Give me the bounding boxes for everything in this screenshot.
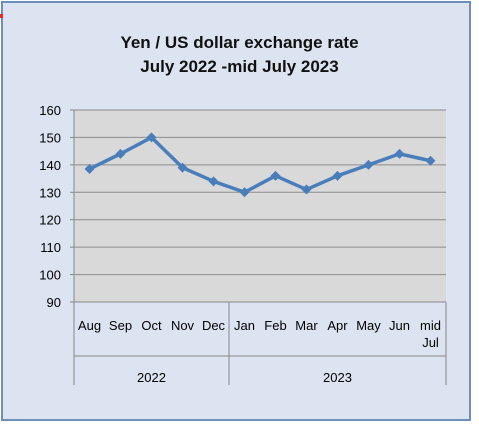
x-tick-label: May [356, 318, 381, 333]
data-point [84, 163, 95, 174]
x-tick-label: Feb [264, 318, 286, 333]
series-line [88, 135, 431, 195]
y-tick-label: 140 [39, 158, 61, 173]
x-tick-label: Dec [202, 318, 226, 333]
plot-area [74, 110, 446, 302]
data-point [239, 187, 250, 198]
data-point [301, 184, 312, 195]
data-point [208, 176, 219, 187]
y-tick-label: 110 [40, 240, 61, 255]
x-tick-label: Sep [109, 318, 132, 333]
corner-mark [0, 14, 3, 18]
y-tick-label: 90 [47, 295, 61, 310]
chart-subtitle: July 2022 -mid July 2023 [140, 57, 339, 76]
data-point [270, 170, 281, 181]
y-tick-label: 100 [39, 268, 61, 283]
data-point [425, 155, 436, 166]
x-tick-label: Jan [234, 318, 255, 333]
chart-title: Yen / US dollar exchange rate [120, 33, 359, 52]
y-tick-label: 120 [39, 213, 61, 228]
group-label: 2023 [323, 370, 352, 385]
x-tick-label: Jul [422, 335, 439, 350]
x-tick-label: Mar [295, 318, 318, 333]
data-point [363, 159, 374, 170]
x-tick-label: Nov [171, 318, 195, 333]
data-point [177, 162, 188, 173]
y-tick-label: 150 [39, 130, 61, 145]
data-point [146, 132, 157, 143]
x-tick-label: Apr [327, 318, 348, 333]
y-tick-label: 160 [39, 103, 61, 118]
data-point [115, 148, 126, 159]
x-tick-label: Aug [78, 318, 101, 333]
data-point [394, 148, 405, 159]
y-tick-label: 130 [39, 185, 61, 200]
data-point [332, 170, 343, 181]
x-tick-label: Jun [389, 318, 410, 333]
x-tick-label: mid [420, 318, 441, 333]
x-tick-label: Oct [141, 318, 162, 333]
group-label: 2022 [137, 370, 166, 385]
